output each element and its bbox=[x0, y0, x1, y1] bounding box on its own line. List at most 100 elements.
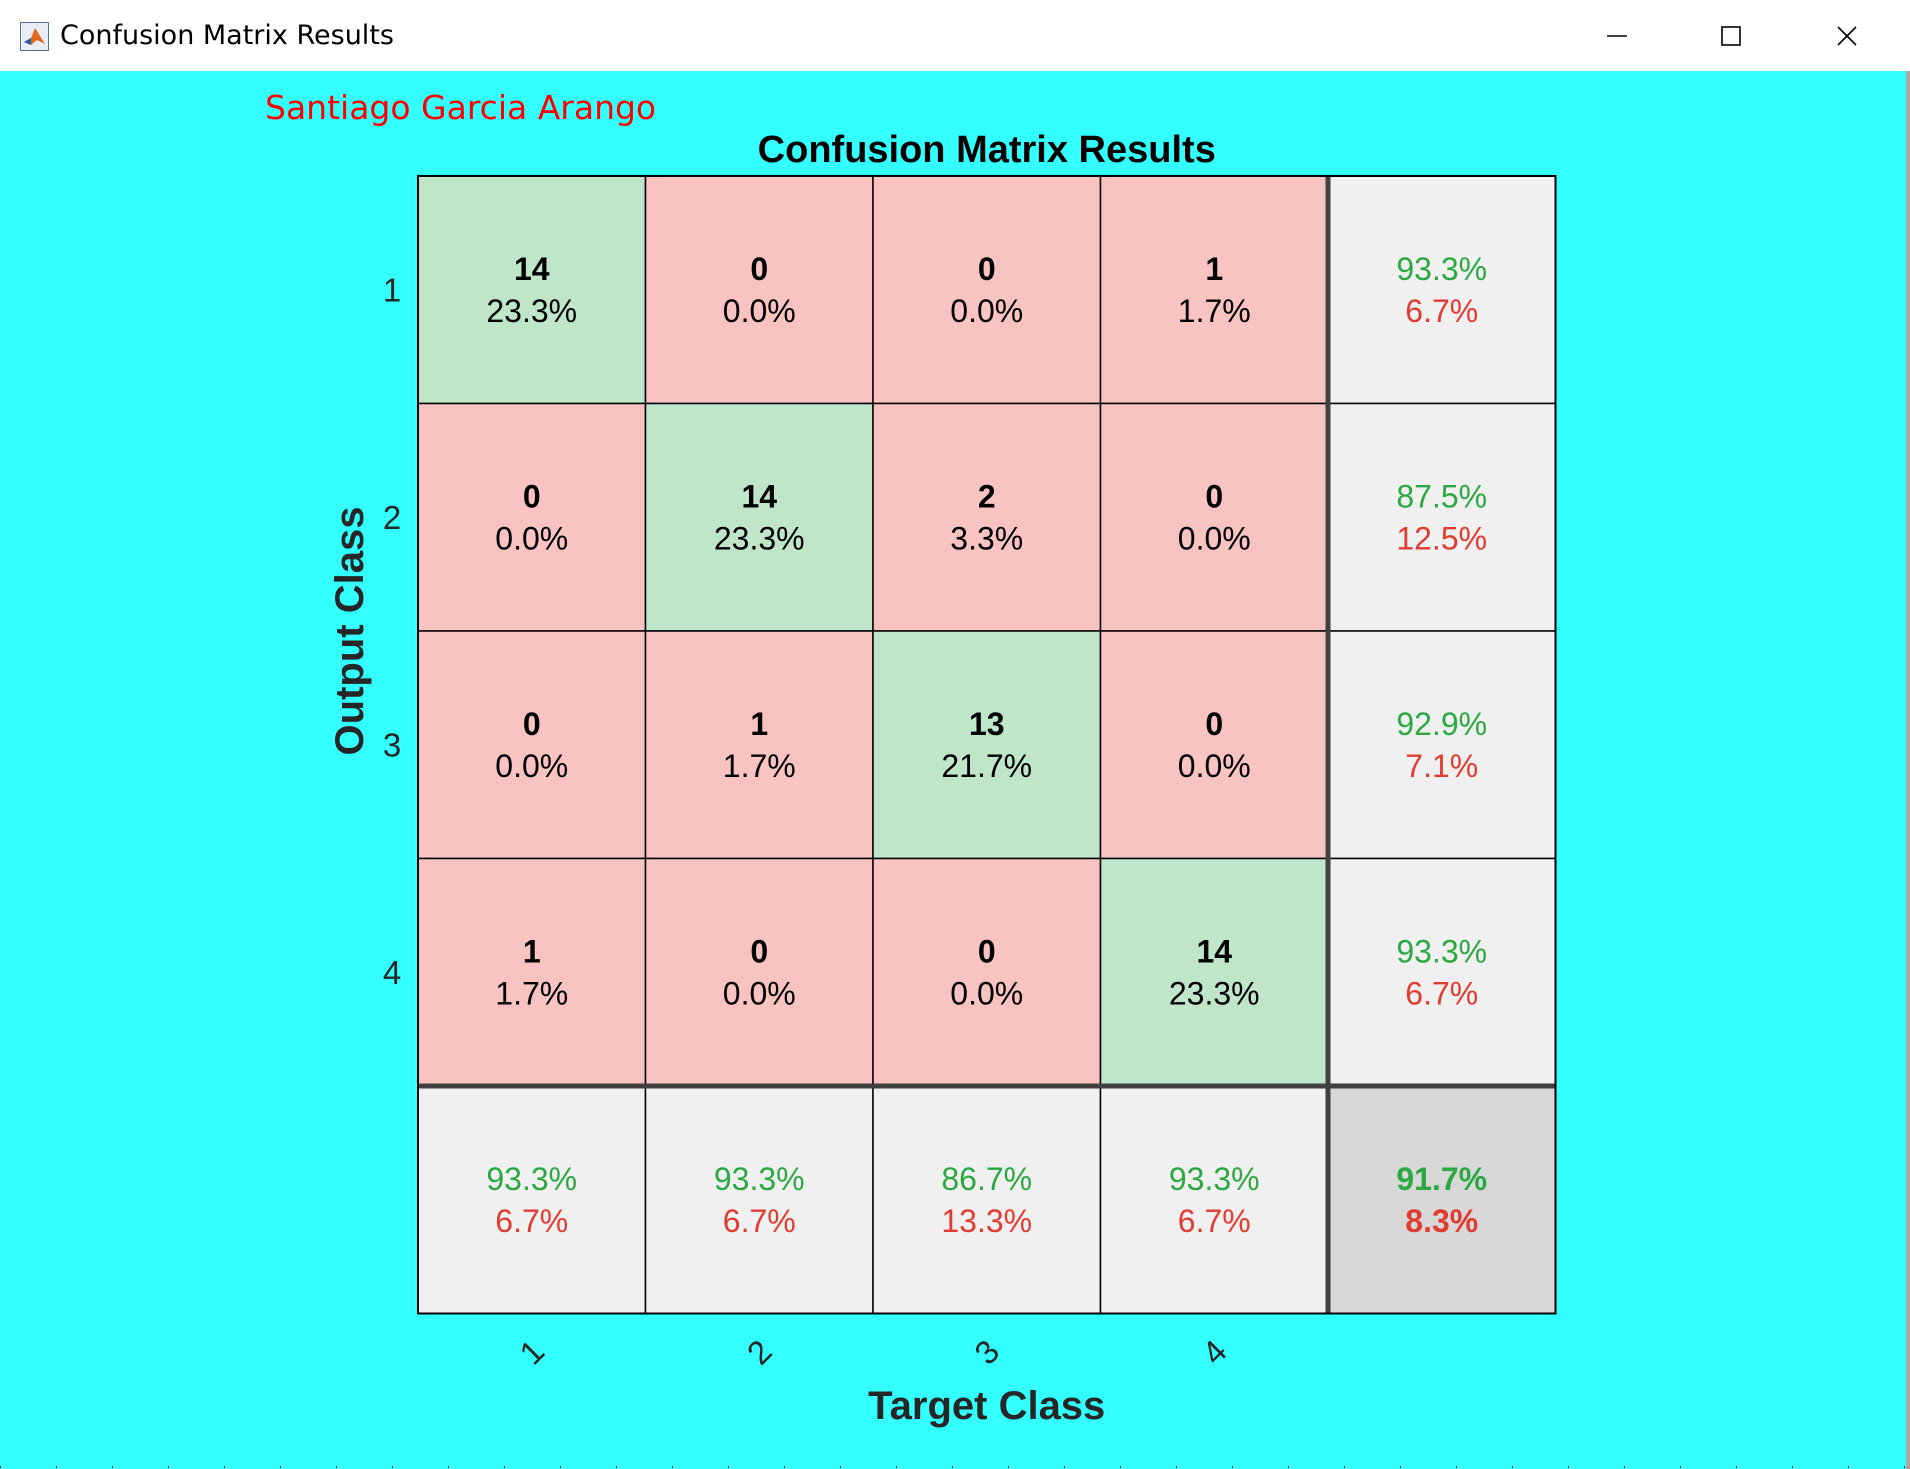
window-right-border bbox=[1906, 71, 1910, 1469]
col-summary-correct: 93.3% bbox=[486, 1161, 577, 1197]
col-summary-correct: 86.7% bbox=[941, 1161, 1032, 1197]
close-button[interactable] bbox=[1790, 0, 1904, 71]
col-summary-error: 6.7% bbox=[1178, 1203, 1251, 1239]
cell-percent: 0.0% bbox=[495, 748, 568, 784]
row-tick-label: 2 bbox=[383, 499, 401, 536]
matlab-icon bbox=[20, 22, 49, 51]
matrix-cell bbox=[872, 630, 1102, 860]
cell-percent: 0.0% bbox=[495, 520, 568, 556]
cell-percent: 1.7% bbox=[1178, 293, 1251, 329]
cell-percent: 0.0% bbox=[723, 293, 796, 329]
author-annotation: Santiago Garcia Arango bbox=[265, 88, 657, 127]
matrix-cell bbox=[1099, 402, 1329, 632]
cell-percent: 0.0% bbox=[950, 293, 1023, 329]
matrix-cell bbox=[417, 175, 647, 405]
matrix-border bbox=[417, 175, 1557, 1315]
row-summary-error: 7.1% bbox=[1405, 748, 1478, 784]
col-tick-label: 2 bbox=[740, 1332, 779, 1371]
y-axis-label: Output Class bbox=[328, 507, 372, 756]
col-summary-error: 13.3% bbox=[941, 1203, 1032, 1239]
matrix-cell bbox=[1327, 402, 1557, 632]
cell-percent: 0.0% bbox=[1178, 748, 1251, 784]
matrix-cell bbox=[644, 630, 874, 860]
cell-percent: 21.7% bbox=[941, 748, 1032, 784]
matrix-cell bbox=[1099, 1085, 1329, 1315]
row-summary-error: 6.7% bbox=[1405, 975, 1478, 1011]
matrix-cell bbox=[417, 857, 647, 1087]
matrix-cell bbox=[644, 1085, 874, 1315]
cell-count: 0 bbox=[750, 933, 768, 969]
cell-count: 1 bbox=[1205, 251, 1223, 287]
overall-correct: 91.7% bbox=[1396, 1161, 1487, 1197]
cell-percent: 23.3% bbox=[714, 520, 805, 556]
maximize-button[interactable] bbox=[1674, 0, 1788, 71]
overall-error: 8.3% bbox=[1405, 1203, 1478, 1239]
cell-count: 14 bbox=[514, 251, 550, 287]
cell-count: 0 bbox=[978, 933, 996, 969]
col-summary-error: 6.7% bbox=[723, 1203, 796, 1239]
row-summary-error: 12.5% bbox=[1396, 520, 1487, 556]
minimize-icon bbox=[1606, 25, 1628, 47]
matrix-cell bbox=[1099, 857, 1329, 1087]
matrix-cell bbox=[872, 175, 1102, 405]
cell-count: 0 bbox=[1205, 706, 1223, 742]
cell-count: 1 bbox=[523, 933, 541, 969]
chart-title: Confusion Matrix Results bbox=[758, 129, 1216, 171]
cell-count: 13 bbox=[969, 706, 1005, 742]
window-title: Confusion Matrix Results bbox=[60, 20, 394, 51]
cell-percent: 3.3% bbox=[950, 520, 1023, 556]
matrix-cell bbox=[644, 175, 874, 405]
cell-count: 0 bbox=[978, 251, 996, 287]
cell-percent: 23.3% bbox=[1169, 975, 1260, 1011]
matrix-cell bbox=[1327, 1085, 1557, 1315]
matrix-cell bbox=[417, 630, 647, 860]
cell-count: 14 bbox=[741, 478, 777, 514]
row-summary-error: 6.7% bbox=[1405, 293, 1478, 329]
maximize-icon bbox=[1720, 25, 1742, 47]
matrix-cell bbox=[872, 1085, 1102, 1315]
matrix-cell bbox=[1327, 630, 1557, 860]
row-tick-label: 1 bbox=[383, 271, 401, 308]
row-summary-correct: 92.9% bbox=[1396, 706, 1487, 742]
matrix-cell bbox=[1327, 857, 1557, 1087]
cell-percent: 23.3% bbox=[486, 293, 577, 329]
cell-count: 14 bbox=[1196, 933, 1232, 969]
col-tick-label: 3 bbox=[967, 1332, 1006, 1371]
col-summary-error: 6.7% bbox=[495, 1203, 568, 1239]
row-summary-correct: 87.5% bbox=[1396, 478, 1487, 514]
row-summary-correct: 93.3% bbox=[1396, 933, 1487, 969]
matrix-cell bbox=[417, 1085, 647, 1315]
row-tick-label: 3 bbox=[383, 726, 401, 763]
col-summary-correct: 93.3% bbox=[1169, 1161, 1260, 1197]
matrix-cell bbox=[872, 857, 1102, 1087]
matrix-cell bbox=[644, 857, 874, 1087]
x-axis-label: Target Class bbox=[868, 1384, 1105, 1428]
cell-count: 2 bbox=[978, 478, 996, 514]
cell-percent: 1.7% bbox=[723, 748, 796, 784]
minimize-button[interactable] bbox=[1560, 0, 1674, 71]
cell-count: 0 bbox=[523, 706, 541, 742]
matrix-cell bbox=[1327, 175, 1557, 405]
matrix-cell bbox=[872, 402, 1102, 632]
window-titlebar: Confusion Matrix Results bbox=[0, 0, 1910, 71]
cell-count: 0 bbox=[523, 478, 541, 514]
cell-count: 0 bbox=[750, 251, 768, 287]
close-icon bbox=[1836, 25, 1858, 47]
col-summary-correct: 93.3% bbox=[714, 1161, 805, 1197]
row-tick-label: 4 bbox=[383, 954, 401, 991]
cell-count: 0 bbox=[1205, 478, 1223, 514]
row-summary-correct: 93.3% bbox=[1396, 251, 1487, 287]
col-tick-label: 1 bbox=[512, 1332, 551, 1371]
col-tick-label: 4 bbox=[1195, 1332, 1234, 1371]
cell-percent: 0.0% bbox=[950, 975, 1023, 1011]
window-bottom-border bbox=[0, 1466, 1906, 1468]
cell-percent: 0.0% bbox=[723, 975, 796, 1011]
matrix-cell bbox=[1099, 630, 1329, 860]
cell-percent: 0.0% bbox=[1178, 520, 1251, 556]
matrix-cell bbox=[1099, 175, 1329, 405]
matrix-cell bbox=[417, 402, 647, 632]
cell-percent: 1.7% bbox=[495, 975, 568, 1011]
matrix-cell bbox=[644, 402, 874, 632]
cell-count: 1 bbox=[750, 706, 768, 742]
